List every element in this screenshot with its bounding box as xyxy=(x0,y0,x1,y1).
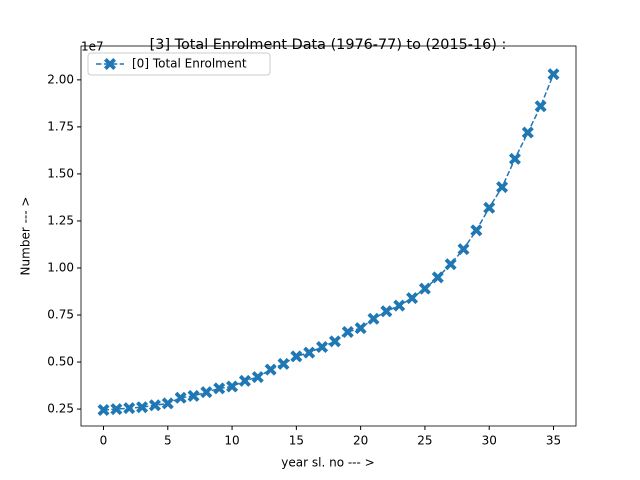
data-point xyxy=(187,389,200,402)
data-point xyxy=(367,312,380,325)
data-point xyxy=(444,258,457,271)
legend-box xyxy=(87,52,271,76)
y-tick-label: 1.75 xyxy=(47,119,74,133)
x-tick-label: 25 xyxy=(417,434,432,448)
data-point xyxy=(136,401,149,414)
chart-title: [3] Total Enrolment Data (1976-77) to (2… xyxy=(150,37,507,53)
data-point xyxy=(457,243,470,256)
data-point xyxy=(496,181,509,194)
data-point xyxy=(303,346,316,359)
y-offset-label: 1e7 xyxy=(81,40,104,54)
legend-label: [0] Total Enrolment xyxy=(132,57,247,71)
data-point xyxy=(123,402,136,415)
data-point xyxy=(393,299,406,312)
x-tick-label: 0 xyxy=(100,434,108,448)
data-point xyxy=(238,374,251,387)
data-point xyxy=(148,399,161,412)
y-tick-label: 1.50 xyxy=(47,166,74,180)
y-tick-label: 1.00 xyxy=(47,260,74,274)
data-point xyxy=(97,404,110,417)
data-point xyxy=(406,292,419,305)
data-point xyxy=(354,322,367,335)
x-tick-label: 20 xyxy=(353,434,368,448)
x-tick-label: 5 xyxy=(164,434,172,448)
data-point xyxy=(200,386,213,399)
data-point xyxy=(534,100,547,113)
y-axis-label: Number --- > xyxy=(19,197,33,276)
data-point xyxy=(110,403,123,416)
data-point xyxy=(341,325,354,338)
y-tick-label: 0.25 xyxy=(47,402,74,416)
data-point xyxy=(161,397,174,410)
data-point xyxy=(251,371,264,384)
data-point xyxy=(547,68,560,81)
data-point xyxy=(418,282,431,295)
y-tick-label: 0.50 xyxy=(47,355,74,369)
x-axis-label: year sl. no --- > xyxy=(281,456,374,470)
y-tick-label: 1.25 xyxy=(47,213,74,227)
x-tick-label: 10 xyxy=(224,434,239,448)
data-point xyxy=(264,363,277,376)
plot-frame xyxy=(80,45,577,427)
data-point xyxy=(213,382,226,395)
data-point xyxy=(290,350,303,363)
x-tick-label: 35 xyxy=(546,434,561,448)
data-point xyxy=(483,201,496,214)
data-point xyxy=(316,340,329,353)
data-point xyxy=(174,391,187,404)
y-tick-label: 2.00 xyxy=(47,72,74,86)
data-point xyxy=(431,271,444,284)
x-tick-label: 15 xyxy=(289,434,304,448)
data-point xyxy=(226,380,239,393)
data-point xyxy=(380,305,393,318)
data-point xyxy=(521,126,534,139)
y-tick-label: 0.75 xyxy=(47,308,74,322)
data-point xyxy=(470,224,483,237)
data-point xyxy=(508,152,521,165)
x-tick-label: 30 xyxy=(482,434,497,448)
series-line xyxy=(103,73,555,411)
data-point xyxy=(277,357,290,370)
legend-marker xyxy=(104,58,116,70)
data-point xyxy=(328,335,341,348)
